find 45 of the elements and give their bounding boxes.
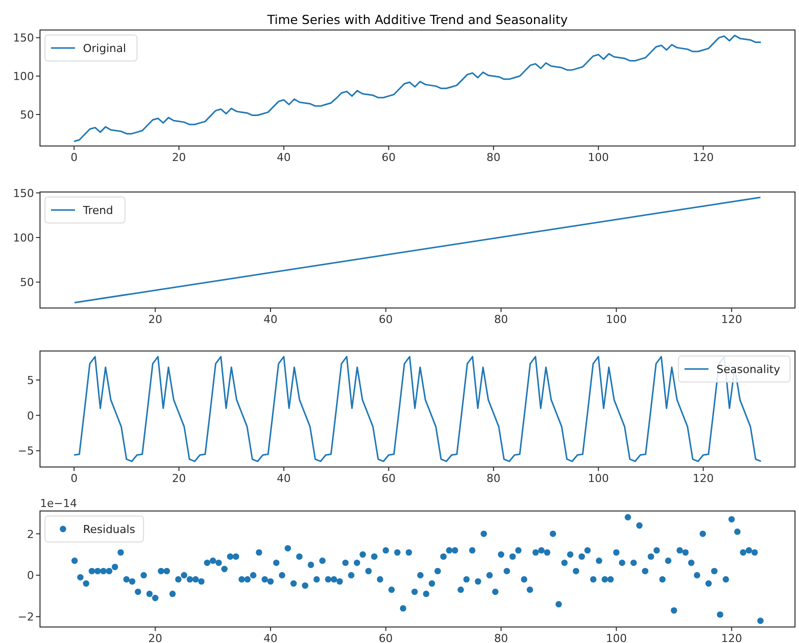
x-tick-label: 120 [721, 313, 742, 326]
x-tick-label: 80 [494, 313, 508, 326]
x-tick-label: 60 [378, 313, 393, 326]
y-tick-label: 150 [13, 186, 34, 200]
x-tick-label: 100 [606, 313, 627, 326]
x-tick-label: 120 [721, 632, 742, 643]
x-tick-label: 40 [276, 472, 291, 485]
line-series [73, 34, 762, 142]
text: 1e−14 [40, 497, 77, 510]
x-tick-label: 40 [264, 632, 278, 643]
legend-label: Residuals [83, 523, 136, 536]
x-tick-label: 80 [486, 151, 501, 164]
x-tick-label: 40 [264, 313, 278, 326]
y-tick-label: 0 [27, 569, 34, 582]
x-tick-label: 60 [378, 632, 393, 643]
x-tick-label: 0 [70, 151, 78, 164]
x-tick-label: 60 [382, 151, 396, 164]
x-tick-label: 20 [172, 472, 186, 485]
x-tick-label: 20 [148, 632, 162, 643]
x-tick-label: 80 [486, 472, 501, 485]
y-tick-label: 50 [20, 108, 34, 122]
chart-title: Time Series with Additive Trend and Seasonality [266, 12, 568, 27]
y-tick-label: 2 [27, 528, 34, 541]
y-tick-label: 150 [13, 32, 34, 45]
y-tick-label: −5 [18, 444, 34, 458]
y-tick-label: 100 [13, 70, 34, 84]
x-tick-label: 120 [692, 472, 714, 485]
x-tick-label: 20 [148, 313, 162, 326]
legend-label: Seasonality [716, 363, 781, 376]
y-tick-label: −2 [18, 610, 34, 624]
legend-label: Trend [82, 204, 114, 217]
x-tick-label: 80 [494, 632, 508, 643]
x-tick-label: 20 [172, 151, 186, 164]
x-tick-label: 60 [382, 472, 396, 485]
x-tick-label: 0 [70, 472, 78, 485]
x-tick-label: 100 [588, 151, 609, 164]
y-tick-label: 0 [27, 409, 34, 422]
y-tick-label: 50 [20, 276, 34, 290]
x-tick-label: 100 [588, 472, 609, 485]
y-tick-label: 5 [27, 374, 34, 387]
x-tick-label: 100 [606, 632, 627, 643]
legend-label: Original [83, 42, 126, 55]
x-tick-label: 40 [276, 151, 291, 164]
y-tick-label: 100 [13, 232, 34, 245]
x-tick-label: 120 [692, 151, 714, 164]
